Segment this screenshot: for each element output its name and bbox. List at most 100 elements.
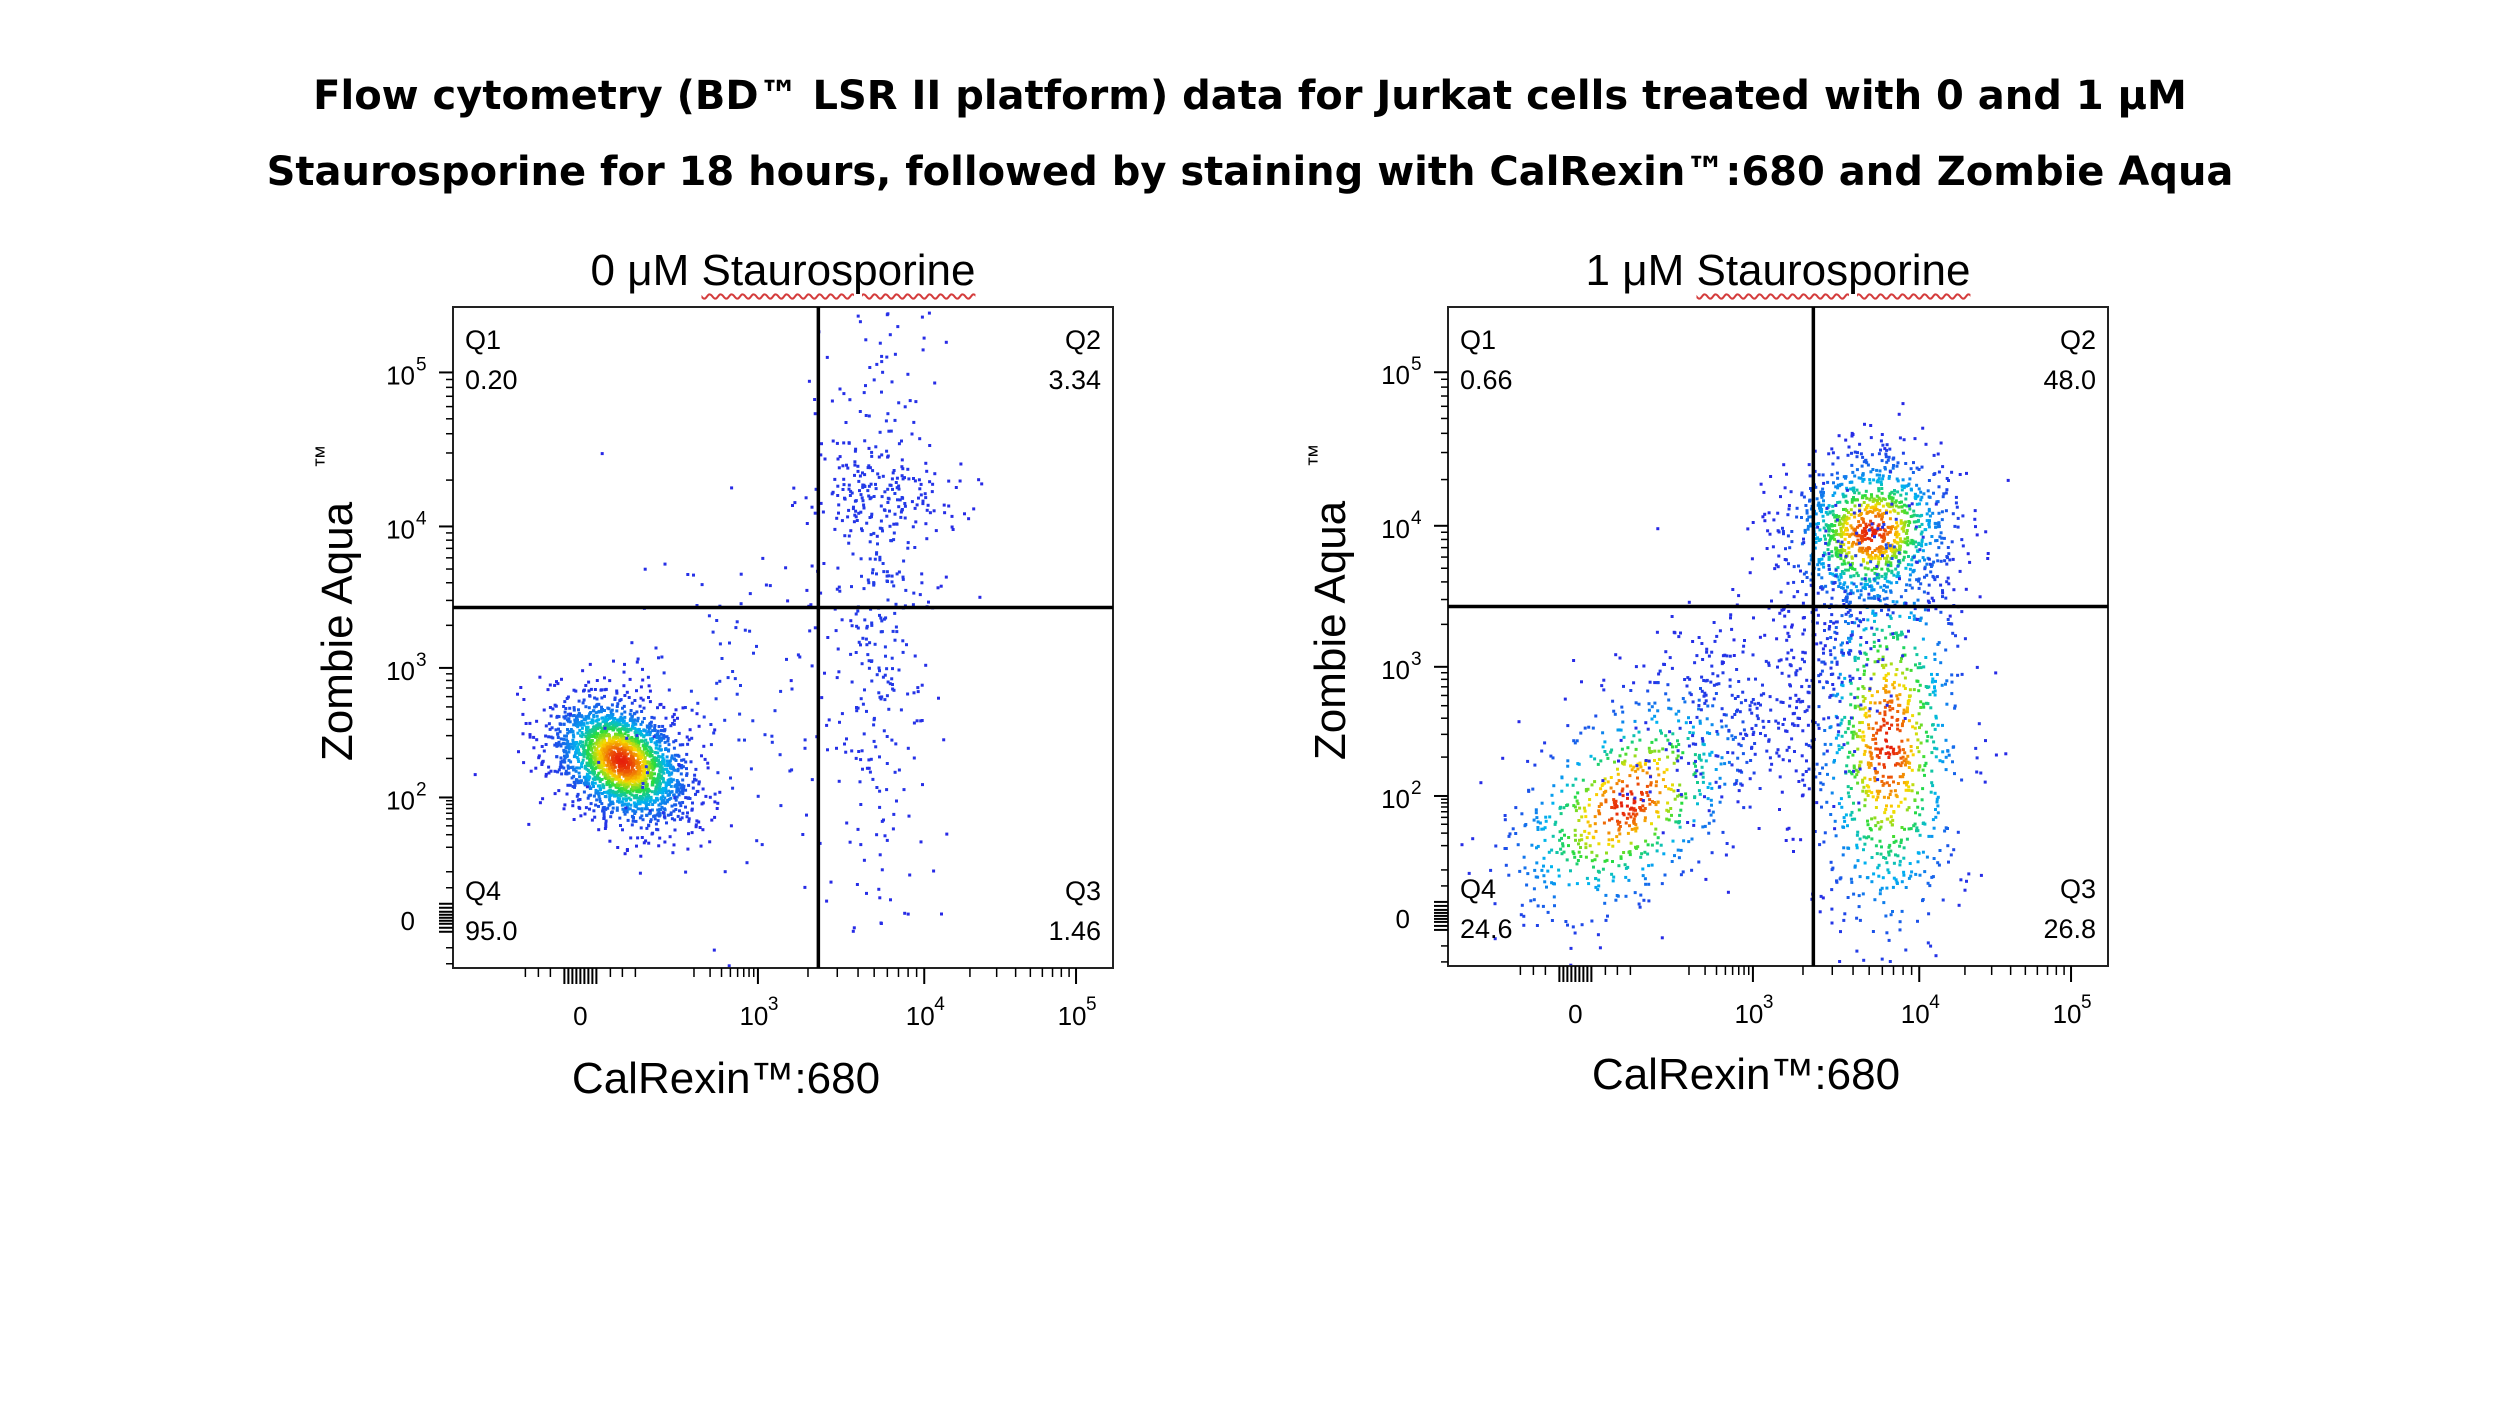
event-dot (572, 780, 576, 784)
event-dot (589, 747, 593, 751)
event-dot (1842, 508, 1845, 511)
event-dot (676, 780, 680, 784)
event-dot (602, 813, 606, 817)
event-dot (630, 738, 634, 742)
event-dot (1887, 853, 1891, 857)
event-dot (607, 727, 610, 731)
event-dot (1873, 571, 1877, 575)
event-dot (1928, 562, 1932, 566)
event-dot (597, 794, 601, 798)
event-dot (670, 754, 674, 758)
event-dot (1891, 504, 1894, 508)
event-dot (1900, 761, 1904, 765)
event-dot (577, 760, 581, 763)
event-dot (1888, 705, 1892, 708)
event-dot (879, 921, 883, 925)
event-dot (1872, 640, 1876, 644)
event-dot (1853, 504, 1857, 508)
event-dot (621, 828, 624, 832)
event-dot (1892, 840, 1896, 844)
event-dot (1809, 578, 1813, 582)
y-tick-label: 10 (386, 656, 415, 686)
event-dot (548, 727, 552, 731)
event-dot (1914, 732, 1918, 736)
event-dot (554, 704, 558, 708)
event-dot (1907, 806, 1911, 810)
event-dot (556, 736, 560, 739)
event-dot (1846, 727, 1850, 731)
event-dot (883, 645, 887, 649)
event-dot (625, 728, 629, 731)
event-dot (1872, 478, 1876, 482)
event-dot (524, 722, 528, 725)
event-dot (1837, 434, 1841, 438)
event-dot (838, 589, 842, 593)
event-dot (1856, 589, 1860, 593)
event-dot (1910, 563, 1914, 567)
event-dot (665, 767, 669, 771)
event-dot (1933, 689, 1937, 693)
event-dot (1896, 490, 1900, 494)
event-dot (602, 816, 606, 820)
event-dot (564, 746, 568, 750)
event-dot (1926, 489, 1930, 493)
event-dot (1838, 520, 1842, 524)
event-dot (739, 572, 743, 576)
event-dot (1804, 570, 1808, 574)
event-dot (1893, 789, 1897, 793)
event-dot (677, 763, 681, 767)
event-dot (674, 808, 678, 811)
event-dot (568, 720, 572, 724)
event-dot (623, 751, 627, 755)
event-dot (1937, 470, 1941, 474)
event-dot (1914, 811, 1917, 815)
event-dot (1927, 685, 1931, 689)
event-dot (933, 381, 937, 385)
event-dot (1830, 550, 1834, 554)
event-dot (596, 749, 600, 753)
event-dot (908, 873, 912, 877)
event-dot (1932, 599, 1936, 603)
event-dot (657, 787, 661, 791)
event-dot (1937, 521, 1941, 525)
event-dot (1869, 754, 1873, 758)
event-dot (1887, 938, 1891, 942)
event-dot (1831, 529, 1835, 533)
event-dot (853, 460, 857, 464)
event-dot (637, 749, 641, 753)
event-dot (1912, 568, 1916, 572)
event-dot (632, 794, 636, 798)
event-dot (1904, 763, 1907, 767)
event-dot (977, 478, 981, 482)
event-dot (597, 764, 601, 768)
event-dot (1888, 544, 1892, 548)
event-dot (558, 730, 562, 734)
event-dot (1890, 700, 1894, 704)
event-dot (583, 749, 587, 753)
event-dot (928, 511, 932, 515)
event-dot (1863, 422, 1866, 426)
event-dot (1841, 515, 1845, 519)
event-dot (614, 743, 618, 747)
event-dot (1872, 595, 1876, 599)
event-dot (599, 754, 603, 758)
event-dot (691, 786, 695, 790)
event-dot (1792, 850, 1795, 853)
event-dot (1940, 683, 1944, 687)
event-dot (1847, 516, 1851, 520)
event-dot (701, 828, 705, 832)
event-dot (1922, 755, 1926, 759)
event-dot (641, 765, 645, 769)
event-dot (918, 487, 922, 491)
event-dot (1960, 778, 1964, 782)
event-dot (654, 646, 658, 650)
event-dot (1840, 683, 1844, 687)
event-dot (695, 604, 699, 607)
event-dot (669, 796, 673, 800)
event-dot (880, 390, 883, 394)
event-dot (864, 414, 868, 417)
event-dot (647, 769, 650, 773)
event-dot (779, 689, 783, 693)
event-dot (615, 718, 619, 722)
